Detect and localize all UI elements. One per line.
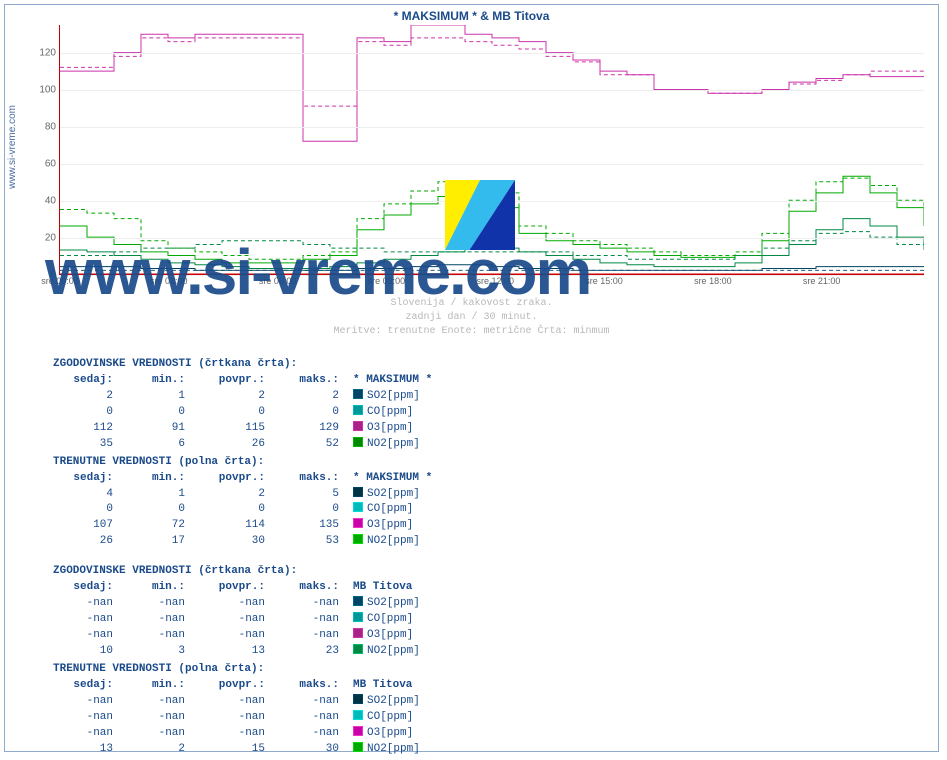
table-row: 4125SO2[ppm] xyxy=(53,487,934,503)
legend-swatch-icon xyxy=(353,694,363,704)
legend-swatch-icon xyxy=(353,644,363,654)
legend-swatch-icon xyxy=(353,502,363,512)
series-label: O3[ppm] xyxy=(353,726,413,742)
table-row: 11291115129O3[ppm] xyxy=(53,421,934,437)
subtitle-line: Meritve: trenutne Enote: metrične Črta: … xyxy=(9,325,934,339)
series-label: SO2[ppm] xyxy=(353,389,420,405)
table-header-row: sedaj:min.:povpr.:maks.:* MAKSIMUM * xyxy=(53,471,934,487)
section-label: TRENUTNE VREDNOSTI (polna črta): xyxy=(53,662,934,678)
legend-swatch-icon xyxy=(353,742,363,752)
legend-swatch-icon xyxy=(353,628,363,638)
table-row: 1321530NO2[ppm] xyxy=(53,742,934,758)
series-label: SO2[ppm] xyxy=(353,487,420,503)
subtitle-line: zadnji dan / 30 minut. xyxy=(9,311,934,325)
station-name: * MAKSIMUM * xyxy=(353,373,432,389)
series-label: CO[ppm] xyxy=(353,710,413,726)
y-tick-label: 20 xyxy=(45,232,60,243)
table-header-row: sedaj:min.:povpr.:maks.:* MAKSIMUM * xyxy=(53,373,934,389)
legend-swatch-icon xyxy=(353,710,363,720)
table-row: 0000CO[ppm] xyxy=(53,502,934,518)
x-tick-label: sre 06:00 xyxy=(259,274,297,286)
series-label: NO2[ppm] xyxy=(353,534,420,550)
series-label: O3[ppm] xyxy=(353,628,413,644)
table-row: -nan-nan-nan-nanCO[ppm] xyxy=(53,612,934,628)
series-label: CO[ppm] xyxy=(353,612,413,628)
series-label: SO2[ppm] xyxy=(353,694,420,710)
container: www.si-vreme.com * MAKSIMUM * & MB Titov… xyxy=(4,4,939,752)
table-row: 1031323NO2[ppm] xyxy=(53,644,934,660)
legend-swatch-icon xyxy=(353,726,363,736)
table-header-row: sedaj:min.:povpr.:maks.:MB Titova xyxy=(53,580,934,596)
station-name: MB Titova xyxy=(353,678,412,694)
legend-swatch-icon xyxy=(353,437,363,447)
legend-swatch-icon xyxy=(353,487,363,497)
chart-title: * MAKSIMUM * & MB Titova xyxy=(9,9,934,23)
table-header-row: sedaj:min.:povpr.:maks.:MB Titova xyxy=(53,678,934,694)
table-row: 3562652NO2[ppm] xyxy=(53,437,934,453)
series-label: CO[ppm] xyxy=(353,405,413,421)
x-tick-label: sre 09:00 xyxy=(368,274,406,286)
table-row: 2122SO2[ppm] xyxy=(53,389,934,405)
legend-swatch-icon xyxy=(353,534,363,544)
legend-swatch-icon xyxy=(353,421,363,431)
x-tick-label: sre 12:00 xyxy=(476,274,514,286)
series-label: O3[ppm] xyxy=(353,518,413,534)
section-label: ZGODOVINSKE VREDNOSTI (črtkana črta): xyxy=(53,564,934,580)
legend-swatch-icon xyxy=(353,389,363,399)
legend-swatch-icon xyxy=(353,612,363,622)
subtitle-line: Slovenija / kakovost zraka. xyxy=(9,297,934,311)
legend-swatch-icon xyxy=(353,596,363,606)
series-label: NO2[ppm] xyxy=(353,644,420,660)
table-row: 0000CO[ppm] xyxy=(53,405,934,421)
y-tick-label: 100 xyxy=(39,84,60,95)
series-label: NO2[ppm] xyxy=(353,437,420,453)
x-tick-label: sre 03:00 xyxy=(150,274,188,286)
y-tick-label: 80 xyxy=(45,121,60,132)
table-row: -nan-nan-nan-nanO3[ppm] xyxy=(53,726,934,742)
x-tick-label: sre 15:00 xyxy=(585,274,623,286)
legend-swatch-icon xyxy=(353,405,363,415)
section-label: ZGODOVINSKE VREDNOSTI (črtkana črta): xyxy=(53,357,934,373)
series-label: O3[ppm] xyxy=(353,421,413,437)
table-row: -nan-nan-nan-nanSO2[ppm] xyxy=(53,694,934,710)
section-label: TRENUTNE VREDNOSTI (polna črta): xyxy=(53,455,934,471)
watermark-logo-icon xyxy=(445,180,515,250)
station-name: MB Titova xyxy=(353,580,412,596)
table-row: -nan-nan-nan-nanCO[ppm] xyxy=(53,710,934,726)
y-axis-side-label: www.si-vreme.com xyxy=(7,105,18,189)
series-label: NO2[ppm] xyxy=(353,742,420,758)
station-name: * MAKSIMUM * xyxy=(353,471,432,487)
x-tick-label: sre 18:00 xyxy=(694,274,732,286)
table-row: -nan-nan-nan-nanO3[ppm] xyxy=(53,628,934,644)
legend-swatch-icon xyxy=(353,518,363,528)
table-row: 26173053NO2[ppm] xyxy=(53,534,934,550)
y-tick-label: 40 xyxy=(45,195,60,206)
x-tick-label: sre 21:00 xyxy=(803,274,841,286)
series-label: CO[ppm] xyxy=(353,502,413,518)
y-tick-label: 120 xyxy=(39,47,60,58)
chart-subtitle: Slovenija / kakovost zraka.zadnji dan / … xyxy=(9,297,934,339)
data-tables: ZGODOVINSKE VREDNOSTI (črtkana črta):sed… xyxy=(53,357,934,758)
x-tick-label: sre 00:00 xyxy=(41,274,79,286)
table-row: 10772114135O3[ppm] xyxy=(53,518,934,534)
series-label: SO2[ppm] xyxy=(353,596,420,612)
y-tick-label: 60 xyxy=(45,158,60,169)
table-row: -nan-nan-nan-nanSO2[ppm] xyxy=(53,596,934,612)
